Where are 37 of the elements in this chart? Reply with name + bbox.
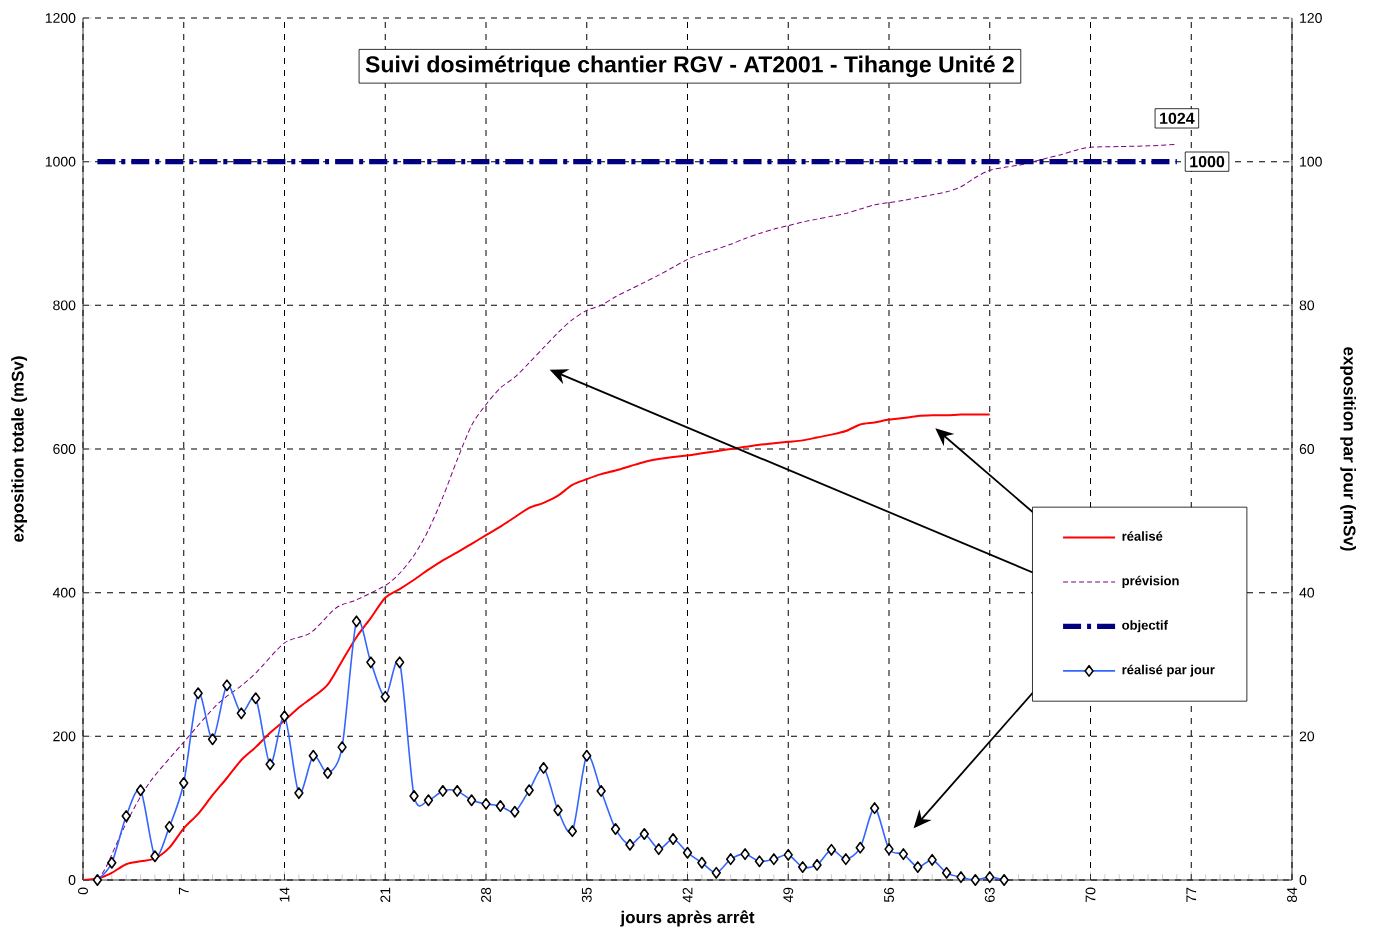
- x-tick-label: 35: [581, 887, 592, 903]
- legend-label: réalisé par jour: [1122, 664, 1215, 677]
- y-tick-label: 1000: [45, 156, 76, 167]
- text: Suivi dosimétrique chantier RGV - AT2001 - Tihange Unité 2: [365, 55, 1014, 78]
- y2-tick-label: 20: [1299, 731, 1315, 742]
- y-tick-label: 800: [53, 300, 76, 311]
- x-tick-label: 63: [984, 887, 995, 902]
- x-tick-label: 56: [884, 887, 894, 903]
- y2-axis-title: exposition par jour (mSv): [1340, 347, 1357, 551]
- y-axis-title: exposition totale (mSv): [11, 356, 28, 542]
- x-tick-label: 84: [1287, 887, 1297, 903]
- y2-tick-label: 60: [1299, 444, 1315, 454]
- x-tick-label: 0: [78, 887, 88, 895]
- x-tick-label: 7: [178, 887, 189, 895]
- y-tick-label: 0: [68, 875, 76, 885]
- x-tick-label: 49: [783, 887, 794, 903]
- y-tick-label: 600: [53, 444, 76, 454]
- y-tick-label: 200: [53, 731, 76, 742]
- annotation: 1000: [1190, 156, 1225, 168]
- legend-label: prévision: [1122, 575, 1179, 588]
- x-axis-title: jours après arrêt: [620, 910, 755, 927]
- x-tick-label: 42: [682, 887, 693, 903]
- y-tick-label: 400: [52, 587, 76, 598]
- annotation: 1024: [1160, 112, 1195, 125]
- y2-tick-label: 80: [1299, 300, 1315, 311]
- x-tick-label: 14: [279, 887, 290, 902]
- legend-label: objectif: [1122, 620, 1168, 633]
- y-tick-label: 1200: [45, 13, 76, 23]
- y2-tick-label: 0: [1299, 875, 1307, 885]
- legend-label: réalisé: [1122, 531, 1163, 541]
- x-tick-label: 21: [380, 887, 391, 902]
- y2-tick-label: 120: [1300, 13, 1322, 23]
- y2-tick-label: 100: [1300, 156, 1322, 167]
- x-tick-label: 70: [1085, 887, 1096, 902]
- y2-tick-label: 40: [1299, 587, 1315, 598]
- x-tick-label: 77: [1186, 887, 1197, 902]
- x-tick-label: 28: [481, 887, 491, 902]
